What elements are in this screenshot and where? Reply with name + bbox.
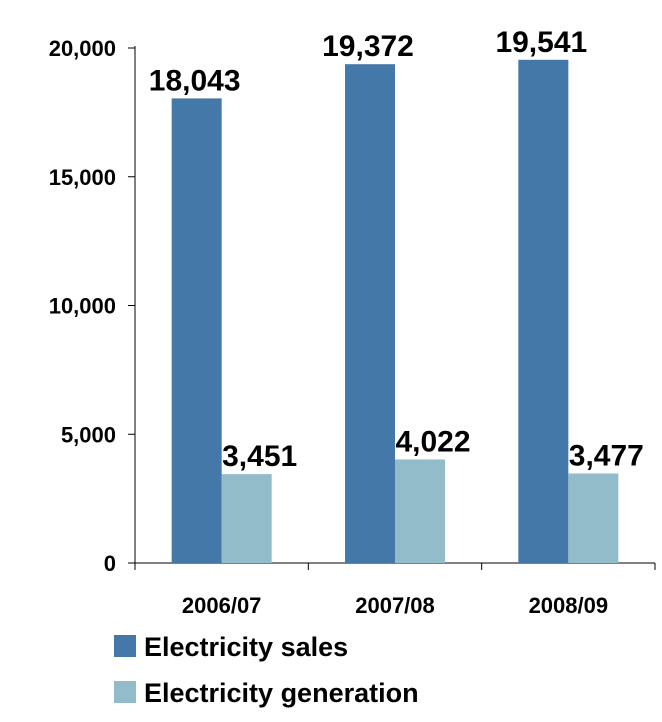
y-tick-label: 10,000 xyxy=(49,294,116,319)
data-label: 19,372 xyxy=(322,30,414,63)
data-label: 3,451 xyxy=(222,440,297,473)
legend-label: Electricity sales xyxy=(144,632,348,662)
legend-swatch xyxy=(114,635,136,657)
data-label: 3,477 xyxy=(569,439,644,472)
y-tick-label: 15,000 xyxy=(49,165,116,190)
bars xyxy=(171,59,619,564)
y-tick-label: 0 xyxy=(104,551,116,576)
y-tick-label: 20,000 xyxy=(49,36,116,61)
legend-swatch xyxy=(114,681,136,703)
y-tick-label: 5,000 xyxy=(61,422,116,447)
bar-generation xyxy=(395,459,445,563)
x-tick-label: 2007/08 xyxy=(355,593,435,618)
bar-generation xyxy=(221,474,272,563)
bar-generation xyxy=(568,473,619,563)
bar-sales xyxy=(518,59,569,564)
legend: Electricity sales Electricity generation xyxy=(114,632,419,708)
y-axis: 0 5,000 10,000 15,000 20,000 xyxy=(49,36,136,576)
data-label: 18,043 xyxy=(149,64,241,97)
data-label: 19,541 xyxy=(495,26,587,59)
x-tick-label: 2006/07 xyxy=(182,593,262,618)
data-labels: 18,043 3,451 19,372 4,022 19,541 3,477 xyxy=(149,26,644,473)
x-axis: 2006/07 2007/08 2008/09 xyxy=(134,562,656,618)
legend-label: Electricity generation xyxy=(144,678,419,708)
bar-sales xyxy=(171,98,222,563)
data-label: 4,022 xyxy=(395,425,470,458)
bar-sales xyxy=(345,64,395,564)
x-tick-label: 2008/09 xyxy=(529,593,609,618)
